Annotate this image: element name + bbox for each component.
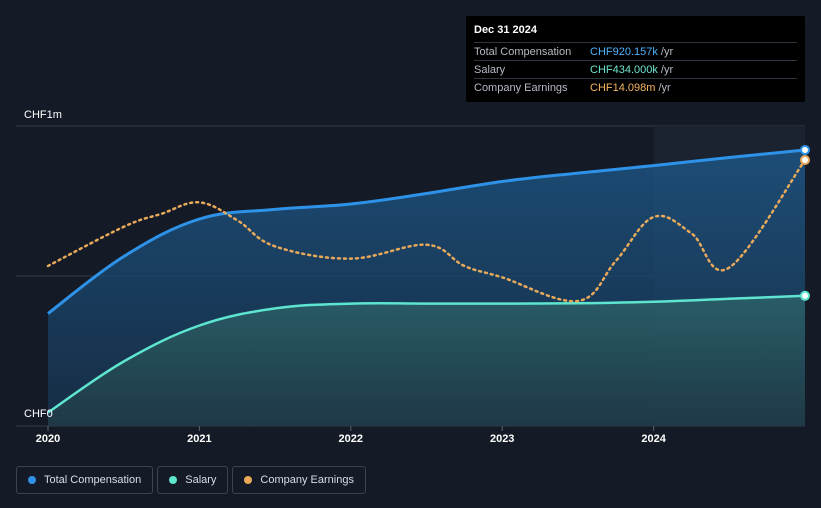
x-tick-label: 2024 [641,433,666,445]
total-compensation-point [800,144,810,155]
x-tick-label: 2022 [339,433,363,445]
tooltip-unit: /yr [657,45,674,58]
y-tick-label: CHF1m [24,109,62,121]
tooltip-row-total: Total Compensation CHF920.157k /yr [474,42,797,60]
tooltip-unit: /yr [655,81,671,94]
tooltip-value: CHF434.000k [590,63,658,76]
tooltip-date: Dec 31 2024 [474,24,537,36]
legend-item-total-compensation[interactable]: Total Compensation [16,466,154,494]
legend-item-salary[interactable]: Salary [157,466,229,494]
axis-layer: CHF1m CHF0 2020 2021 2022 2023 2024 [24,109,667,445]
x-tick-label: 2023 [490,433,514,445]
tooltip-label: Total Compensation [474,45,572,58]
x-tick-label: 2021 [187,433,211,445]
tooltip-value: CHF920.157k [590,45,658,58]
tooltip-unit: /yr [657,63,674,76]
legend-dot-icon [28,476,36,484]
company-earnings-point [800,155,810,165]
tooltip-row-earnings: Company Earnings CHF14.098m /yr [474,78,797,96]
tooltip-value: CHF14.098m [590,81,656,94]
salary-line [47,294,806,414]
series-layer [46,144,810,427]
tooltip: Dec 31 2024 Total Compensation CHF920.15… [466,16,805,102]
legend: Total Compensation Salary Company Earnin… [16,466,370,494]
salary-point [800,290,810,301]
x-tick-label: 2020 [36,433,60,445]
legend-label: Total Compensation [44,474,142,486]
tooltip-label: Company Earnings [474,81,568,94]
tooltip-row-salary: Salary CHF434.000k /yr [474,60,797,78]
legend-dot-icon [169,476,178,484]
legend-item-company-earnings[interactable]: Company Earnings [232,466,366,494]
total-compensation-line [47,148,806,315]
legend-label: Company Earnings [260,474,354,486]
legend-label: Salary [185,474,217,486]
y-tick-label: CHF0 [24,408,53,420]
company-earnings-line [46,158,807,303]
salary-area [48,295,805,426]
legend-dot-icon [244,476,253,484]
tooltip-label: Salary [474,63,506,76]
